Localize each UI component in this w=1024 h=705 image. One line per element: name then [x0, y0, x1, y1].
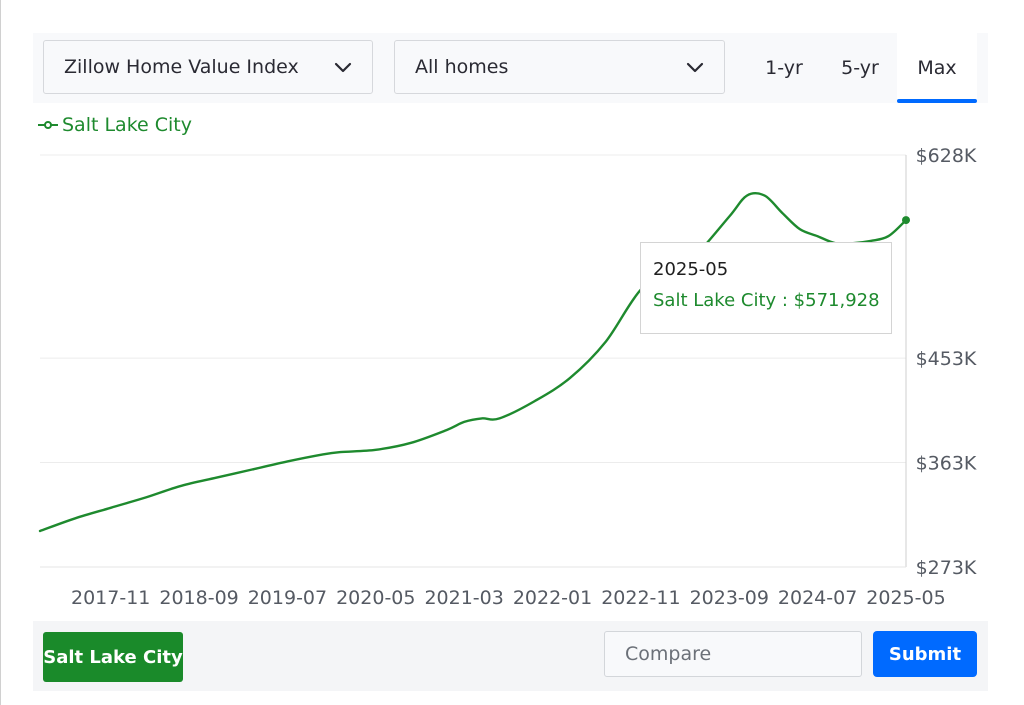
- submit-button-label: Submit: [888, 643, 962, 665]
- range-1yr-button[interactable]: 1-yr: [751, 33, 817, 103]
- chart-controls: Zillow Home Value Index All homes 1-yr 5…: [33, 33, 988, 103]
- home-type-dropdown[interactable]: All homes: [394, 40, 725, 94]
- x-tick-labels: 2017-11 2018-09 2019-07 2020-05 2021-03 2022-…: [71, 587, 946, 609]
- x-tick-label: 2023-09: [690, 587, 769, 609]
- series-endpoint-marker[interactable]: [902, 216, 910, 225]
- active-range-indicator: [897, 99, 977, 103]
- range-5yr-button[interactable]: 5-yr: [828, 33, 892, 103]
- left-border: [0, 0, 1, 705]
- metric-dropdown-label: Zillow Home Value Index: [64, 56, 299, 78]
- chart-tooltip: 2025-05 Salt Lake City : $571,928: [640, 242, 892, 334]
- chart-legend[interactable]: Salt Lake City: [38, 114, 192, 136]
- range-1yr-label: 1-yr: [765, 57, 803, 79]
- y-tick-label: $628K: [916, 145, 977, 167]
- legend-line-marker-icon: [38, 121, 58, 129]
- legend-label: Salt Lake City: [62, 114, 192, 136]
- x-tick-label: 2019-07: [248, 587, 327, 609]
- range-max-button[interactable]: Max: [897, 33, 977, 103]
- series-line-salt-lake-city: [38, 192, 908, 533]
- x-tick-label: 2021-03: [424, 587, 503, 609]
- y-tick-label: $363K: [916, 453, 977, 475]
- grid-layer: [40, 154, 906, 464]
- x-tick-label: 2024-07: [778, 587, 857, 609]
- range-5yr-label: 5-yr: [841, 57, 879, 79]
- compare-bar: Salt Lake City Submit: [33, 621, 988, 691]
- tooltip-date: 2025-05: [653, 259, 729, 280]
- compare-input[interactable]: [604, 631, 862, 677]
- location-button[interactable]: Salt Lake City: [43, 632, 183, 682]
- submit-button[interactable]: Submit: [873, 631, 977, 677]
- chevron-down-icon: [686, 62, 704, 73]
- y-tick-labels: $628K $453K $363K $273K: [916, 145, 977, 579]
- x-tick-label: 2025-05: [866, 587, 945, 609]
- home-type-dropdown-label: All homes: [415, 56, 509, 78]
- location-button-label: Salt Lake City: [43, 646, 183, 668]
- tooltip-value: Salt Lake City : $571,928: [653, 290, 880, 311]
- x-tick-label: 2022-11: [601, 587, 680, 609]
- y-tick-label: $453K: [916, 348, 977, 370]
- x-tick-label: 2017-11: [71, 587, 150, 609]
- chevron-down-icon: [334, 62, 352, 73]
- range-max-label: Max: [917, 57, 957, 79]
- x-tick-label: 2020-05: [336, 587, 415, 609]
- x-tick-label: 2018-09: [159, 587, 238, 609]
- y-tick-label: $273K: [916, 557, 977, 579]
- metric-dropdown[interactable]: Zillow Home Value Index: [43, 40, 373, 94]
- x-tick-label: 2022-01: [513, 587, 592, 609]
